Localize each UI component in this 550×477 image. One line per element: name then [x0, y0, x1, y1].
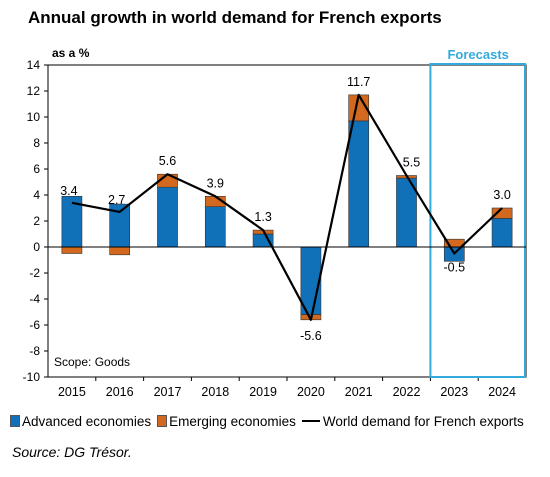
legend-item-emerging: Emerging economies [157, 414, 296, 429]
y-tick-label: -4 [29, 292, 40, 306]
legend-swatch-line [301, 420, 320, 422]
y-tick-label: 14 [27, 58, 41, 72]
y-tick-label: 10 [27, 110, 41, 124]
source-note: Source: DG Trésor. [12, 444, 132, 460]
bar-advanced [157, 186, 178, 248]
x-tick-label: 2015 [58, 385, 86, 399]
y-tick-label: -8 [29, 344, 40, 358]
x-tick-label: 2021 [345, 385, 373, 399]
y-tick-label: 8 [33, 136, 40, 150]
y-tick-label: 6 [33, 162, 40, 176]
bar-advanced [491, 218, 513, 248]
legend-label-world-demand: World demand for French exports [322, 413, 524, 429]
x-tick-label: 2018 [201, 385, 229, 399]
data-label: -0.5 [444, 261, 466, 275]
legend-label-advanced: Advanced economies [22, 413, 152, 429]
legend-swatch-advanced [10, 415, 20, 427]
legend-item-advanced: Advanced economies [10, 414, 151, 429]
data-label: 3.9 [207, 176, 224, 190]
bar-advanced [204, 206, 226, 248]
y-tick-label: 2 [33, 214, 40, 228]
forecast-box [429, 63, 526, 378]
y-tick-label: -10 [23, 370, 41, 384]
legend-swatch-emerging [157, 415, 168, 427]
y-tick-label: 0 [33, 240, 40, 254]
legend-item-world-demand: World demand for French exports [301, 413, 524, 429]
data-label: 5.6 [159, 154, 176, 168]
legend: Advanced economies Emerging economies Wo… [10, 411, 545, 431]
chart-title: Annual growth in world demand for French… [28, 8, 442, 27]
x-tick-label: 2022 [393, 385, 421, 399]
x-tick-label: 2024 [488, 385, 516, 399]
y-tick-label: 4 [33, 188, 40, 202]
growth-chart: 14 12 10 8 6 4 2 0 -2 -4 -6 -8 -10 2015 2016 2017 2018 2… [23, 46, 527, 399]
forecast-label: Forecasts [447, 47, 508, 62]
data-label: 11.7 [347, 75, 370, 89]
y-tick-label: -6 [29, 318, 40, 332]
x-tick-label: 2016 [106, 385, 134, 399]
chart-area: 14 12 10 8 6 4 2 0 -2 -4 -6 -8 -10 2015 2016 2017 2018 2… [0, 40, 550, 405]
x-tick-label: 2017 [154, 385, 182, 399]
data-label: 3.4 [60, 184, 77, 198]
x-tick-label: 2020 [297, 385, 325, 399]
data-label: 3.0 [493, 188, 510, 202]
bar-advanced [348, 120, 370, 248]
bar-emerging [109, 246, 131, 256]
data-label: 1.3 [254, 210, 271, 224]
x-tick-label: 2023 [440, 385, 468, 399]
bar-emerging [61, 246, 83, 254]
data-label: 2.7 [108, 193, 125, 207]
y-tick-label: 12 [27, 84, 41, 98]
x-tick-label: 2019 [249, 385, 277, 399]
y-tick-label: -2 [29, 266, 40, 280]
scope-annotation: Scope: Goods [54, 355, 130, 369]
world-demand-line [71, 93, 503, 321]
legend-label-emerging: Emerging economies [169, 413, 296, 429]
y-axis-unit-label: as a % [52, 46, 90, 60]
data-label: -5.6 [300, 329, 322, 343]
data-label: 5.5 [403, 156, 420, 170]
